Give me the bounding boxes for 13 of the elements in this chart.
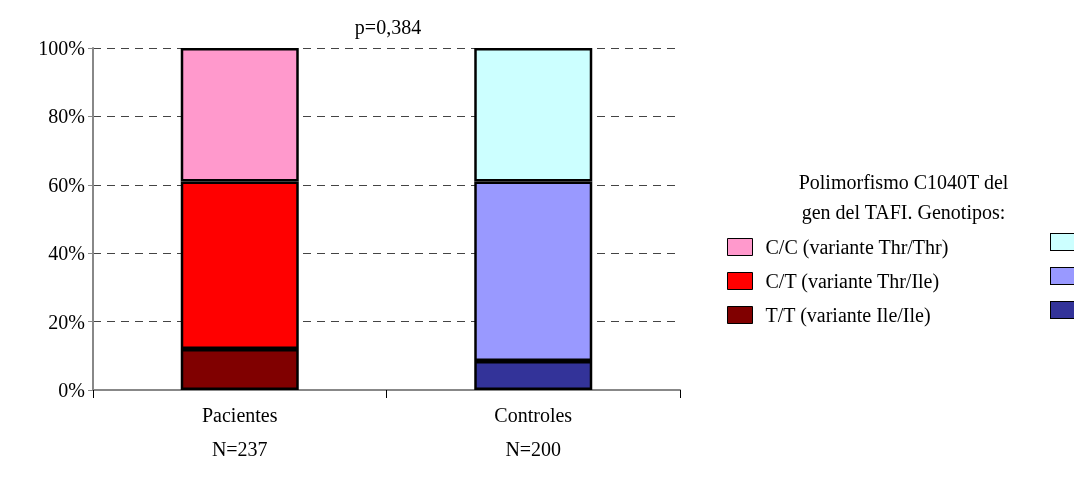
legend-title: Polimorfismo C1040T del gen del TAFI. Genotipos: xyxy=(798,171,1009,224)
y-tick-label: 0% xyxy=(58,379,85,401)
y-tick-label: 60% xyxy=(48,173,85,196)
x-tick-label: Pacientes N=237 xyxy=(201,404,278,460)
legend-label: C/C (variante Thr/Thr) xyxy=(765,236,949,259)
chart-title: p=0,384 xyxy=(354,16,422,39)
y-tick-label: 80% xyxy=(48,105,85,128)
legend-label: T/T (variante Ile/Ile) xyxy=(765,304,931,327)
y-tick-label: 100% xyxy=(38,37,85,59)
legend-label: C/T (variante Thr/Ile) xyxy=(765,270,940,293)
y-tick-label: 40% xyxy=(48,242,85,265)
x-tick-label: Controles N=200 xyxy=(494,404,573,460)
y-tick-label: 20% xyxy=(48,310,85,333)
